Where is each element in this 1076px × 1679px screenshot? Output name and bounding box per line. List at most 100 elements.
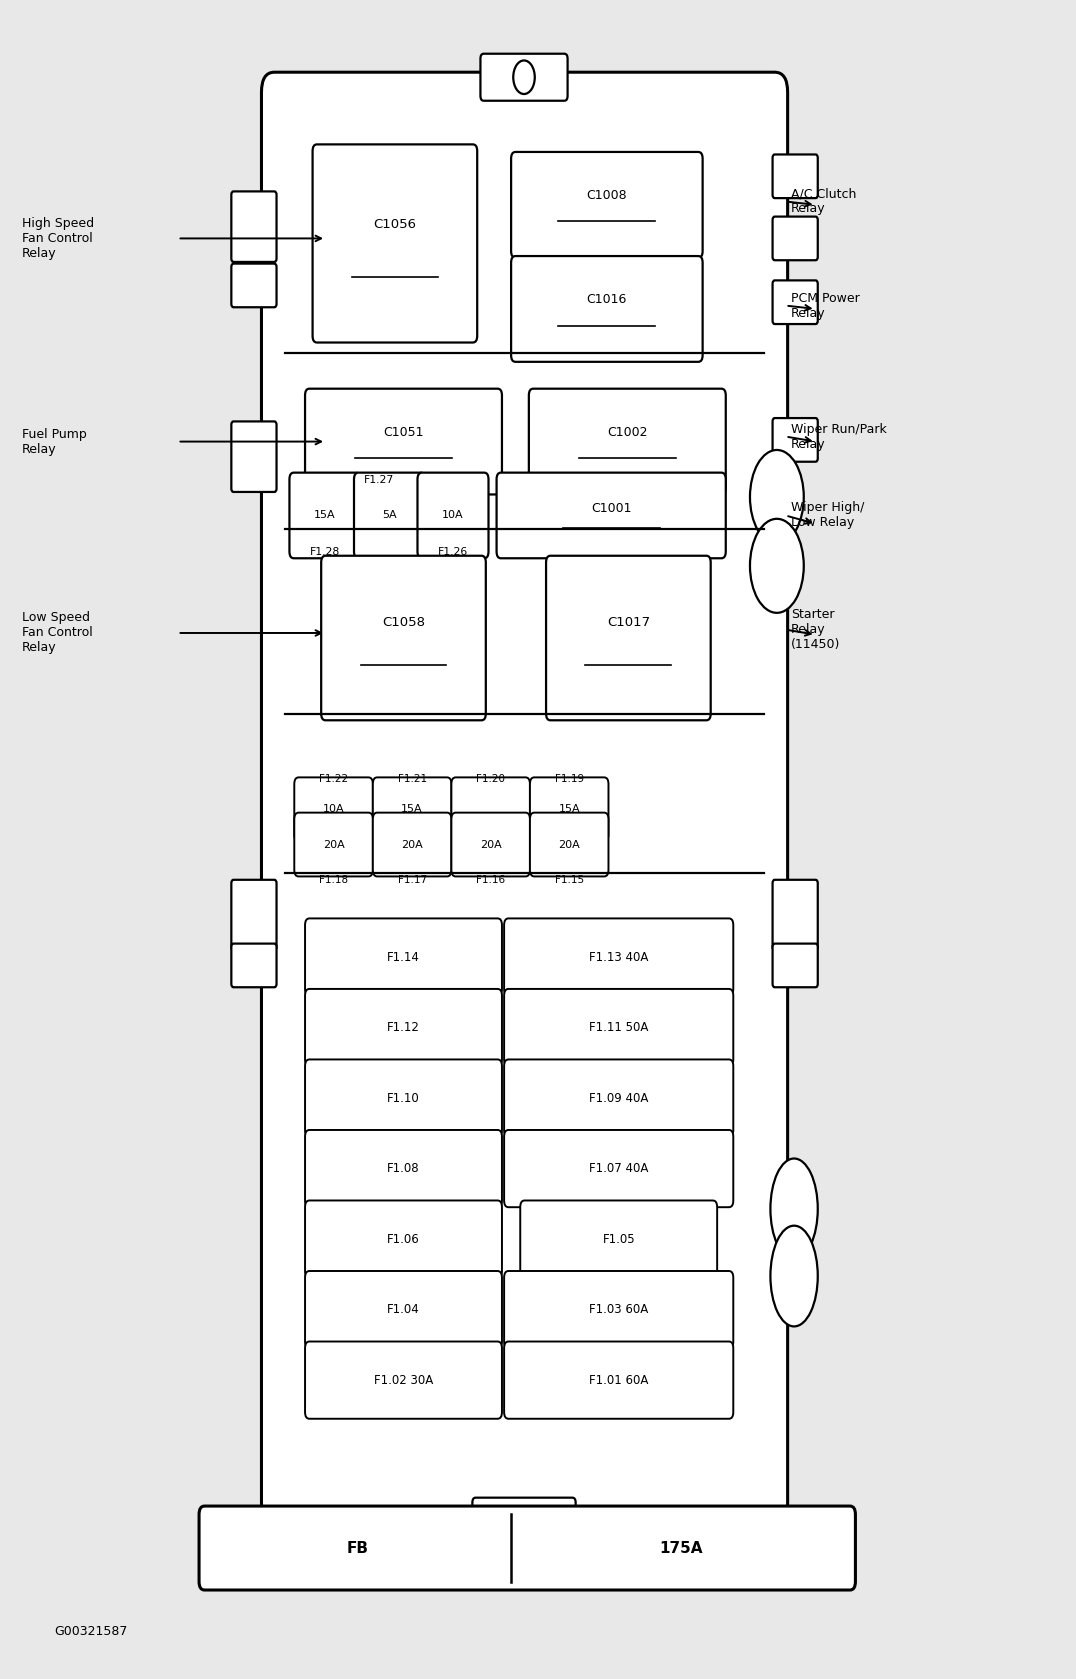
Text: F1.01 60A: F1.01 60A: [589, 1373, 649, 1387]
FancyBboxPatch shape: [504, 918, 734, 996]
Text: A/C Clutch
Relay: A/C Clutch Relay: [791, 188, 856, 215]
FancyBboxPatch shape: [773, 944, 818, 987]
Text: F1.10: F1.10: [387, 1091, 420, 1105]
Text: F1.15: F1.15: [554, 875, 584, 885]
Text: C1001: C1001: [591, 502, 632, 515]
FancyBboxPatch shape: [472, 1498, 576, 1538]
FancyBboxPatch shape: [231, 264, 277, 307]
FancyBboxPatch shape: [504, 1059, 734, 1137]
Text: F1.09 40A: F1.09 40A: [589, 1091, 649, 1105]
Text: C1016: C1016: [586, 294, 627, 306]
FancyBboxPatch shape: [306, 1271, 501, 1348]
Text: F1.27: F1.27: [364, 475, 394, 485]
Text: 20A: 20A: [323, 840, 344, 850]
Text: F1.16: F1.16: [476, 875, 506, 885]
Text: Wiper Run/Park
Relay: Wiper Run/Park Relay: [791, 423, 887, 450]
FancyBboxPatch shape: [306, 1130, 501, 1207]
Text: F1.19: F1.19: [554, 774, 584, 784]
FancyBboxPatch shape: [294, 777, 372, 841]
FancyBboxPatch shape: [417, 473, 489, 557]
FancyBboxPatch shape: [496, 473, 725, 557]
FancyBboxPatch shape: [773, 154, 818, 198]
Text: F1.06: F1.06: [387, 1232, 420, 1246]
Text: 15A: 15A: [314, 510, 336, 520]
Text: F1.08: F1.08: [387, 1162, 420, 1175]
Text: F1.22: F1.22: [318, 774, 349, 784]
Text: Starter
Relay
(11450): Starter Relay (11450): [791, 608, 840, 651]
FancyBboxPatch shape: [306, 390, 501, 494]
FancyBboxPatch shape: [306, 1342, 501, 1419]
Text: F1.02 30A: F1.02 30A: [373, 1373, 434, 1387]
FancyBboxPatch shape: [773, 217, 818, 260]
FancyBboxPatch shape: [373, 813, 452, 876]
Text: F1.26: F1.26: [438, 547, 468, 557]
FancyBboxPatch shape: [528, 390, 725, 494]
FancyBboxPatch shape: [231, 944, 277, 987]
FancyBboxPatch shape: [312, 144, 478, 343]
Text: 10A: 10A: [442, 510, 464, 520]
Ellipse shape: [770, 1226, 818, 1326]
FancyBboxPatch shape: [321, 556, 486, 720]
FancyBboxPatch shape: [773, 280, 818, 324]
Text: F1.11 50A: F1.11 50A: [589, 1021, 649, 1034]
FancyBboxPatch shape: [231, 880, 277, 950]
Text: C1056: C1056: [373, 218, 416, 232]
FancyBboxPatch shape: [306, 918, 501, 996]
FancyBboxPatch shape: [452, 813, 529, 876]
Text: C1002: C1002: [607, 426, 648, 438]
Text: C1058: C1058: [382, 616, 425, 630]
FancyBboxPatch shape: [511, 153, 703, 259]
Text: 15A: 15A: [558, 804, 580, 814]
Circle shape: [513, 60, 535, 94]
Text: 10A: 10A: [323, 804, 344, 814]
Text: F1.07 40A: F1.07 40A: [589, 1162, 649, 1175]
FancyBboxPatch shape: [306, 1059, 501, 1137]
FancyBboxPatch shape: [504, 989, 734, 1066]
FancyBboxPatch shape: [480, 54, 567, 101]
Text: PCM Power
Relay: PCM Power Relay: [791, 292, 860, 319]
Text: F1.17: F1.17: [397, 875, 427, 885]
Text: 5A: 5A: [382, 510, 397, 520]
FancyBboxPatch shape: [773, 418, 818, 462]
FancyBboxPatch shape: [354, 473, 425, 557]
FancyBboxPatch shape: [231, 191, 277, 262]
Ellipse shape: [750, 519, 804, 613]
Text: F1.04: F1.04: [387, 1303, 420, 1316]
Text: High Speed
Fan Control
Relay: High Speed Fan Control Relay: [22, 217, 94, 260]
Text: 20A: 20A: [558, 840, 580, 850]
FancyBboxPatch shape: [504, 1342, 734, 1419]
Text: F1.20: F1.20: [477, 774, 505, 784]
Text: F1.12: F1.12: [387, 1021, 420, 1034]
FancyBboxPatch shape: [511, 257, 703, 363]
FancyBboxPatch shape: [231, 421, 277, 492]
FancyBboxPatch shape: [199, 1506, 855, 1590]
Text: 20A: 20A: [401, 840, 423, 850]
FancyBboxPatch shape: [306, 1200, 501, 1278]
Text: Wiper High/
Low Relay: Wiper High/ Low Relay: [791, 502, 864, 529]
Text: F1.13 40A: F1.13 40A: [589, 950, 649, 964]
FancyBboxPatch shape: [521, 1200, 717, 1278]
FancyBboxPatch shape: [530, 777, 609, 841]
Text: F1.03 60A: F1.03 60A: [589, 1303, 649, 1316]
Text: 15A: 15A: [401, 804, 423, 814]
FancyBboxPatch shape: [773, 880, 818, 950]
Text: C1017: C1017: [607, 616, 650, 630]
Text: FB: FB: [346, 1541, 369, 1555]
FancyBboxPatch shape: [289, 473, 360, 557]
FancyBboxPatch shape: [294, 813, 372, 876]
Text: F1.21: F1.21: [397, 774, 427, 784]
FancyBboxPatch shape: [546, 556, 710, 720]
Text: C1008: C1008: [586, 190, 627, 201]
Text: Fuel Pump
Relay: Fuel Pump Relay: [22, 428, 86, 455]
Text: 175A: 175A: [659, 1541, 703, 1555]
Text: F1.18: F1.18: [318, 875, 349, 885]
FancyBboxPatch shape: [373, 777, 452, 841]
FancyBboxPatch shape: [504, 1271, 734, 1348]
FancyBboxPatch shape: [306, 989, 501, 1066]
Text: 20A: 20A: [480, 840, 501, 850]
FancyBboxPatch shape: [530, 813, 609, 876]
Text: F1.28: F1.28: [310, 547, 340, 557]
FancyBboxPatch shape: [452, 777, 529, 841]
Text: F1.14: F1.14: [387, 950, 420, 964]
Text: C1051: C1051: [383, 426, 424, 438]
